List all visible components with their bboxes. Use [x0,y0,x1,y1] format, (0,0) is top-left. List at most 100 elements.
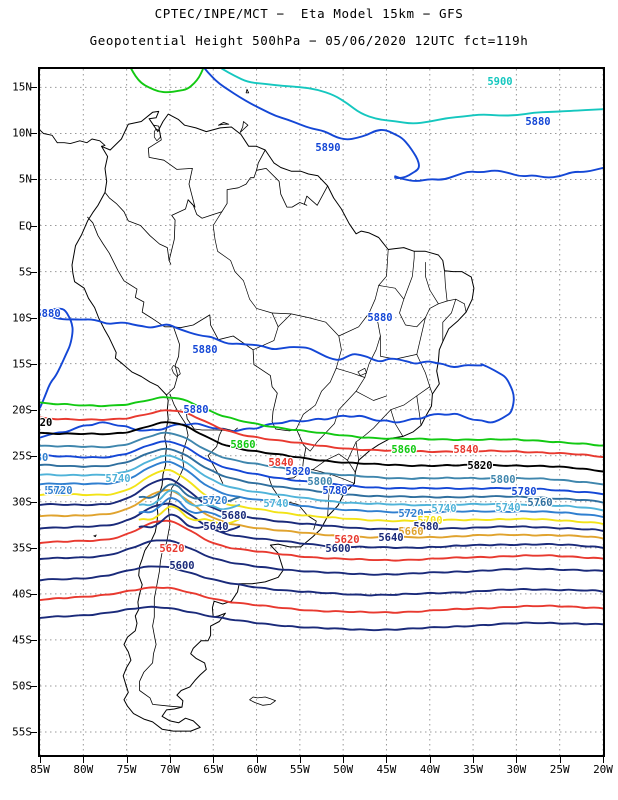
x-axis-tick-label: 65W [203,763,224,776]
y-axis-tick-mark [31,363,37,365]
contour-line-5880 [203,69,420,179]
x-axis-tick-label: 85W [30,763,50,776]
y-axis-tick-mark [31,501,37,503]
y-axis-tick-label: 50S [12,679,32,693]
x-axis-tick-label: 25W [549,763,570,776]
map-outline [71,110,475,732]
contour-label: 5640 [378,532,403,544]
x-axis-tick-label: 60W [246,763,267,776]
gridlines [40,69,603,755]
x-axis-tick-mark [169,757,171,763]
y-axis-tick-label: 15N [12,80,32,94]
map-outline [416,395,422,426]
y-axis-tick-mark [31,225,37,227]
x-axis-tick-mark [429,757,431,763]
x-axis-tick-mark [213,757,215,763]
map-outline [268,476,317,530]
map-outline [416,317,433,395]
contour-line-5680 [40,477,603,532]
contour-line-5700 [40,469,603,525]
y-axis-tick-mark [31,547,37,549]
contour-label: 5820 [285,466,310,478]
y-axis-tick-label: 10S [12,311,32,325]
y-axis-tick-label: 15S [12,357,32,371]
contour-label: 5800 [307,476,332,488]
y-axis-tick-label: 5N [18,172,32,186]
x-axis-tick-label: 30W [506,763,527,776]
contour-label: 5680 [221,510,246,522]
contour-line-5840 [40,409,603,459]
map-outline [147,124,196,208]
x-axis-tick-mark [473,757,475,763]
y-axis-tick-label: 20S [12,403,32,417]
contour-line-5600 [40,539,603,576]
contour-label: 5820 [467,460,492,472]
y-axis-tick-mark [31,593,37,595]
x-axis-tick-label: 35W [463,763,483,776]
x-axis-tick-label: 50W [333,763,354,776]
map-outline [442,298,457,342]
contour-line-5780 [40,440,603,496]
contour-label: 5880 [40,308,61,320]
map-outline [87,216,180,396]
map-outline [168,149,266,261]
contour-line-5860 [130,69,204,94]
contour-line-5880 [394,166,603,182]
x-axis-tick-label: 75W [116,763,137,776]
contour-label: 5860 [230,439,255,451]
map-outline [347,441,357,473]
contour-label: 5660 [398,526,423,538]
map-outline [93,534,97,538]
map-outline [355,386,431,461]
map-outline [153,128,161,142]
x-axis-tick-mark [83,757,85,763]
x-axis-tick-mark [40,757,41,763]
contour-line-5880 [40,312,483,368]
contour-line-5860 [40,396,603,447]
map-outline [390,409,404,437]
contour-line-5880 [40,421,154,439]
map-outline [335,367,366,378]
x-axis-tick-label: 20W [593,763,613,776]
contour-line-5740 [40,454,603,512]
map-plot-area: 5900 5880 5890 5880 5880 5880 5880 5860 5860 5840… [38,67,605,757]
map-outline [277,313,292,328]
contour-label: 5800 [490,474,515,486]
contour-label: 5620 [159,543,184,555]
contour-line-5700 [138,505,241,526]
y-axis-tick-mark [31,731,37,733]
field-title: Geopotential Height 500hPa − 05/06/2020 … [89,33,529,48]
contour-line-5720 [138,497,241,519]
contour-line-5760 [40,447,603,504]
map-outline [104,192,172,265]
x-axis-tick-label: 40W [419,763,440,776]
contour-line-5720 [40,460,603,518]
map-outline [207,427,238,484]
y-axis-tick-mark [31,87,37,89]
contour-label: 5890 [315,142,340,154]
contour-label: 5780 [322,485,347,497]
contour-line-5620 [40,519,603,562]
y-axis-tick-label: 45S [12,633,32,647]
contour-line-5680 [138,513,241,533]
contour-label: 5880 [192,344,217,356]
contour-labels: 5900 5880 5890 5880 5880 5880 5880 5860 5860 5840… [40,75,554,573]
map-outline [40,129,58,144]
contour-line-5900 [221,69,603,125]
contour-label: 5600 [169,560,194,572]
contour-label: 5640 [203,521,228,533]
x-axis-tick-mark [256,757,258,763]
y-axis-tick-mark [31,639,37,641]
y-axis-tick-label: 55S [12,725,32,739]
contour-lines [40,69,603,632]
map-outline [212,211,279,351]
contour-label: 5740 [263,498,288,510]
map-outline [380,335,418,360]
contour-label: 5680 [413,521,438,533]
contour-label: 5760 [527,497,552,509]
y-axis-tick-label: 25S [12,449,32,463]
x-axis-tick-label: 55W [289,763,310,776]
x-axis-tick-mark [386,757,388,763]
contour-line-5660 [40,489,603,540]
